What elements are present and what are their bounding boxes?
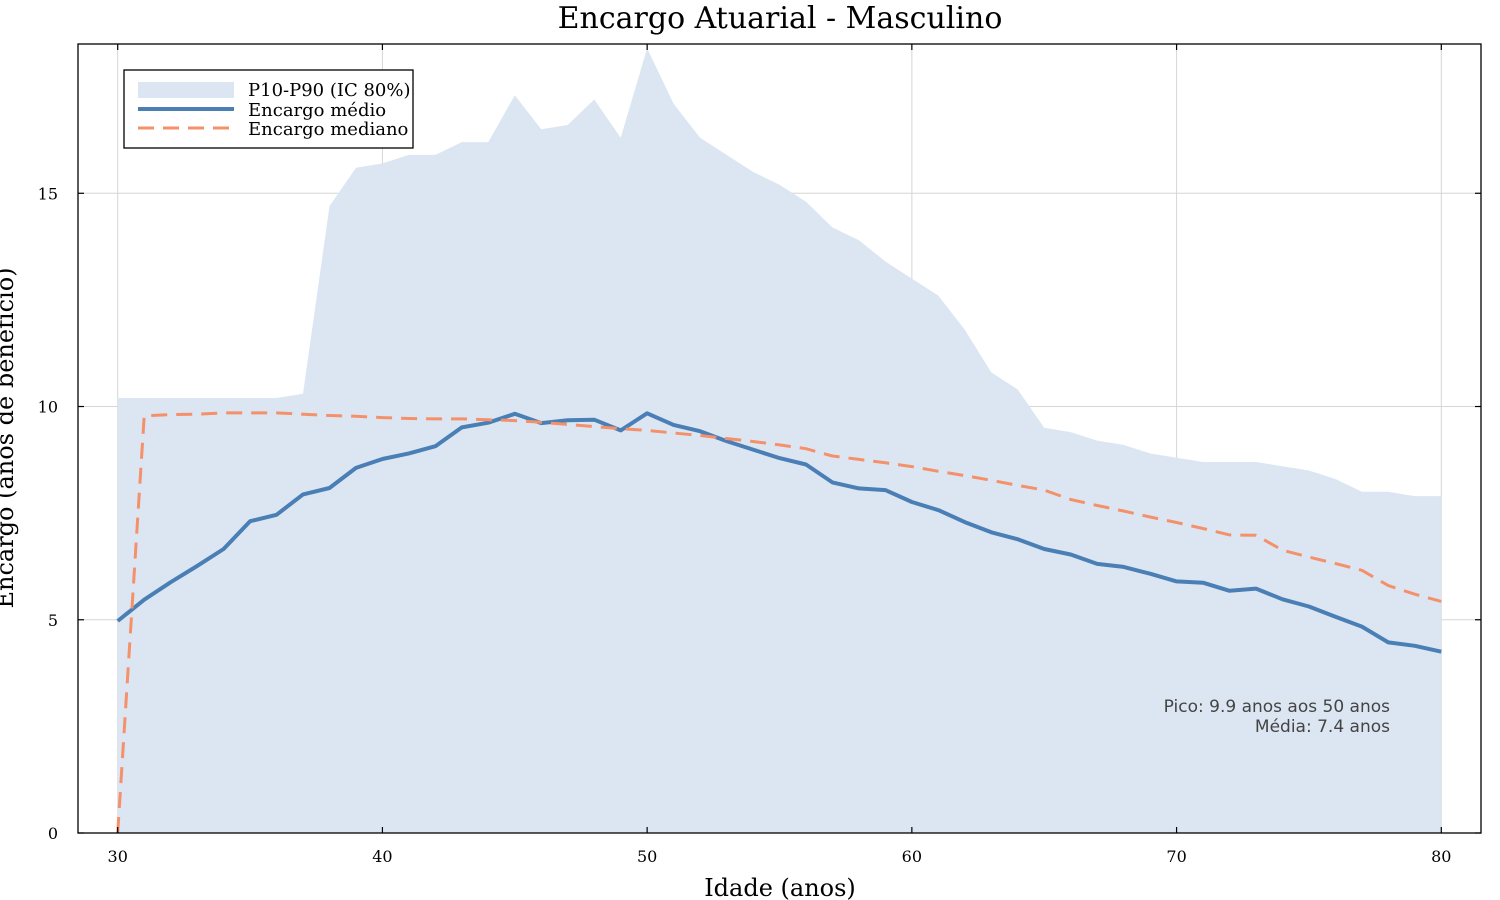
- legend-swatch-band: [138, 82, 234, 98]
- series-layer: [116, 411, 1442, 834]
- plot-frame: [77, 43, 1482, 834]
- annotation-mean: Média: 7.4 anos: [1255, 717, 1390, 737]
- chart-title: Encargo Atuarial - Masculino: [558, 1, 1003, 36]
- legend: P10-P90 (IC 80%) Encargo médio Encargo m…: [123, 69, 414, 149]
- x-tick-label: 40: [372, 847, 392, 866]
- y-tick-label: 0: [48, 824, 58, 843]
- x-tick-label: 70: [1166, 847, 1186, 866]
- x-tick-label: 60: [902, 847, 922, 866]
- y-tick-label: 10: [38, 398, 58, 417]
- annotation-peak: Pico: 9.9 anos aos 50 anos: [1164, 697, 1390, 717]
- x-axis-label: Idade (anos): [704, 874, 856, 900]
- series-line-mean: [116, 411, 1442, 654]
- x-tick-label: 30: [108, 847, 128, 866]
- legend-label-median: Encargo mediano: [248, 119, 408, 140]
- x-tick-label: 50: [637, 847, 657, 866]
- legend-label-band: P10-P90 (IC 80%): [248, 80, 411, 101]
- confidence-band-layer: [117, 48, 1442, 834]
- y-axis-label: Encargo (anos de benefício): [0, 267, 19, 608]
- series-line-median: [116, 411, 1442, 834]
- x-tick-label: 80: [1431, 847, 1451, 866]
- legend-label-mean: Encargo médio: [248, 100, 386, 121]
- axis-ticks: 30 40 50 60 70 80 0 5 10 15: [38, 44, 1481, 866]
- confidence-band: [117, 48, 1442, 834]
- y-tick-label: 5: [48, 611, 58, 630]
- y-tick-label: 15: [38, 184, 58, 203]
